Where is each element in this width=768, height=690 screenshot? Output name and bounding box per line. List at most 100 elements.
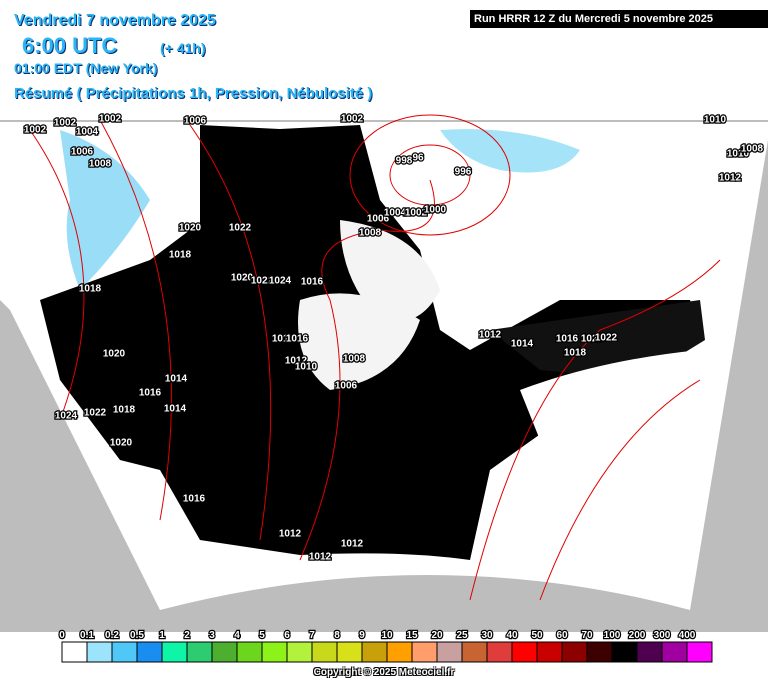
legend-swatch <box>286 641 313 663</box>
legend-swatch <box>686 641 713 663</box>
legend-label: 20 <box>431 630 443 641</box>
legend-swatch <box>636 641 663 663</box>
isobar <box>539 379 701 601</box>
isobar-label: 1020 <box>231 273 254 284</box>
legend-label: 0.5 <box>130 630 144 641</box>
isobar-label: 1004 <box>76 127 99 138</box>
cloud <box>520 350 700 440</box>
isobar-label: 1018 <box>79 284 102 295</box>
isobar-label: 1018 <box>564 348 587 359</box>
isobar-label: 1022 <box>229 223 252 234</box>
cloud-free-land <box>200 125 330 280</box>
legend-label: 2 <box>184 630 190 641</box>
isobar-label: 1008 <box>89 159 112 170</box>
isobar-label: 1012 <box>719 173 742 184</box>
legend-swatch <box>61 641 88 663</box>
legend-swatch <box>561 641 588 663</box>
legend-swatch <box>461 641 488 663</box>
legend-label: 0.1 <box>80 630 94 641</box>
legend-label: 200 <box>629 630 646 641</box>
isobar-label: 1022 <box>251 276 274 287</box>
legend-swatch <box>436 641 463 663</box>
legend-swatch <box>211 641 238 663</box>
time: 6:00 UTC <box>22 33 118 58</box>
isobar-label: 1014 <box>272 334 295 345</box>
isobar-label: 1006 <box>335 381 358 392</box>
isobar-label: 1014 <box>164 404 187 415</box>
legend-label: 1 <box>159 630 165 641</box>
legend-swatch <box>536 641 563 663</box>
isobar-label: 1014 <box>165 374 188 385</box>
isobar <box>389 144 471 206</box>
legend-swatch <box>111 641 138 663</box>
isobar-label: 1008 <box>343 354 366 365</box>
isobar-label: 1010 <box>727 149 750 160</box>
isobar-label: 1000 <box>424 205 447 216</box>
copyright: Copyright © 2025 Meteociel.fr <box>313 667 455 678</box>
isobar-label: 1012 <box>479 330 502 341</box>
isobar-label: 1006 <box>184 116 207 127</box>
legend-swatch <box>486 641 513 663</box>
legend-label: 10 <box>381 630 393 641</box>
isobar-label: 1018 <box>113 405 136 416</box>
run-info: Run HRRR 12 Z du Mercredi 5 novembre 202… <box>470 10 768 28</box>
summary: Résumé ( Précipitations 1h, Pression, Né… <box>14 85 373 102</box>
isobar-label: 1018 <box>169 250 192 261</box>
cloud <box>340 220 440 322</box>
isobar-label: 1004 <box>384 208 407 219</box>
isobar-label: 1020 <box>179 223 202 234</box>
legend-label: 0.2 <box>105 630 119 641</box>
isobar-label: 996 <box>455 167 472 178</box>
legend-label: 100 <box>604 630 621 641</box>
legend-label: 0 <box>59 630 65 641</box>
isobar-label: 1012 <box>285 356 308 367</box>
legend-swatch <box>611 641 638 663</box>
isobar-label: 1002 <box>24 125 47 136</box>
isobar-label: 1020 <box>581 334 604 345</box>
legend-swatch <box>136 641 163 663</box>
isobar-label: 96 <box>412 153 424 164</box>
isobar-label: 1002 <box>99 114 122 125</box>
isobar-label: 1012 <box>341 539 364 550</box>
isobar-label: 1002 <box>341 114 364 125</box>
legend-swatch <box>261 641 288 663</box>
legend-label: 70 <box>581 630 593 641</box>
local-time: 01:00 EDT (New York) <box>14 60 158 76</box>
legend-label: 8 <box>334 630 340 641</box>
isobar <box>349 114 511 236</box>
legend-swatch <box>161 641 188 663</box>
legend-swatch <box>336 641 363 663</box>
isobar-label: 1024 <box>55 411 78 422</box>
isobar-label: 1020 <box>110 438 133 449</box>
date: Vendredi 7 novembre 2025 <box>14 12 216 29</box>
legend-label: 3 <box>209 630 215 641</box>
isobar-label: 1020 <box>103 349 126 360</box>
legend-swatch <box>311 641 338 663</box>
isobar <box>299 179 435 561</box>
isobar-label: 1022 <box>84 408 107 419</box>
legend-swatch <box>186 641 213 663</box>
lead-time: (+ 41h) <box>160 40 206 56</box>
legend-swatch <box>361 641 388 663</box>
legend-label: 25 <box>456 630 468 641</box>
isobar <box>99 119 172 521</box>
legend-swatch <box>236 641 263 663</box>
precipitation <box>440 129 580 173</box>
isobar-label: 1006 <box>367 214 390 225</box>
legend: 0 0.1 0.2 0.5 1 2 3 4 5 6 7 8 9 10 15 20 25 30 40 50 60 70 100… <box>58 629 713 663</box>
legend-label: 60 <box>556 630 568 641</box>
isobar-label: 1012 <box>279 529 302 540</box>
isobar-label: 1016 <box>556 334 579 345</box>
isobar-label: 1016 <box>301 277 324 288</box>
legend-swatch <box>86 641 113 663</box>
isobar <box>189 124 272 541</box>
isobar-label: 1014 <box>511 339 534 350</box>
isobar-label: 998 <box>396 156 413 167</box>
isobar-label: 1002 <box>54 118 77 129</box>
legend-label: 5 <box>259 630 265 641</box>
legend-swatch <box>511 641 538 663</box>
legend-label: 50 <box>531 630 543 641</box>
precipitation <box>60 130 150 290</box>
